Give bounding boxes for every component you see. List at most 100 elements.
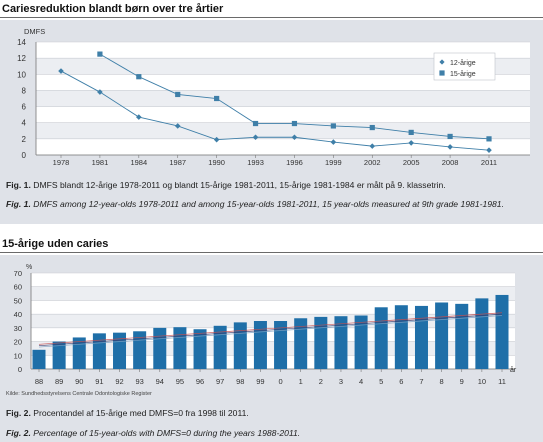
fig1-point-diamond: [58, 68, 64, 74]
fig1-point-diamond: [174, 123, 181, 129]
fig2-x-tick-label: 9: [460, 377, 464, 386]
fig2-grid-band: [31, 341, 515, 356]
fig2-x-tick-label: 88: [35, 377, 43, 386]
fig2-x-tick-label: 7: [419, 377, 423, 386]
fig1-point-square: [175, 91, 181, 98]
fig2-bar: [52, 341, 66, 369]
fig2-x-tick-label: 98: [236, 377, 244, 386]
fig2-x-tick-label: 11: [498, 377, 506, 386]
fig1-x-tick-label: 2008: [442, 158, 459, 167]
fig1-point-diamond: [97, 89, 103, 95]
fig1-point-diamond: [408, 140, 414, 146]
fig1-point-square: [291, 120, 298, 127]
fig2-x-tick-label: 3: [339, 377, 343, 386]
fig1-x-tick-label: 2011: [481, 158, 497, 167]
fig1-x-tick-label: 1978: [53, 158, 70, 167]
fig2-caption: Fig. 2. Procentandel af 15-årige med DMF…: [6, 408, 249, 418]
fig2-bar: [414, 305, 428, 369]
fig2-x-tick-label: 4: [359, 377, 363, 386]
fig2-y-axis-label: %: [26, 264, 32, 271]
fig2-x-tick-label: 10: [478, 377, 486, 386]
fig2-bar: [213, 325, 227, 369]
fig2-trend-line-1: [38, 312, 503, 345]
fig1-x-tick-label: 1981: [92, 158, 109, 167]
fig2-caption-text: Procentandel af 15-årige med DMFS=0 fra …: [33, 408, 249, 418]
fig2-y-tick-label: 20: [14, 338, 22, 347]
fig2-x-tick-label: 6: [399, 377, 403, 386]
fig1-title: Cariesreduktion blandt børn over tre årt…: [2, 3, 224, 15]
fig1-chart: 0 2 4 6 8 10 12 14 DMFS 1978 1981 1984 1987 1990 1993 1…: [17, 27, 530, 167]
fig1-x-tick-label: 1987: [169, 158, 186, 167]
fig1-caption-label: Fig. 1.: [6, 180, 31, 190]
fig1-caption-en-label: Fig. 1.: [6, 199, 31, 209]
fig1-point-square: [97, 51, 103, 57]
fig2-bar: [92, 333, 106, 369]
fig2-y-tick-label: 30: [14, 324, 22, 333]
fig1-point-diamond: [369, 143, 376, 149]
fig1-point-square: [214, 95, 220, 102]
fig2-y-tick-label: 0: [18, 365, 22, 374]
fig2-bar: [354, 315, 368, 369]
fig2-y-tick-label: 40: [14, 310, 22, 319]
fig2-x-tick-label: 94: [156, 377, 164, 386]
fig1-x-tick-label: 1990: [208, 158, 225, 167]
fig1-legend: 12-årige 15-årige: [433, 52, 496, 81]
fig2-x-tick-label: 2: [319, 377, 323, 386]
fig1-y-tick-label: 8: [22, 86, 27, 95]
fig1-legend-marker: [439, 59, 445, 65]
fig2-trend-line-3: [38, 315, 503, 348]
fig2-grid-band: [31, 286, 515, 301]
fig2-bar: [455, 303, 469, 369]
fig2-bar: [394, 305, 408, 369]
fig1-point-square: [408, 129, 414, 135]
fig2-bar: [334, 316, 348, 369]
fig1-point-diamond: [486, 147, 492, 153]
fig2-bar: [173, 327, 187, 369]
fig1-x-tick-label: 2005: [403, 158, 420, 167]
fig1-y-tick-label: 4: [22, 119, 27, 128]
fig2-bar: [233, 322, 247, 369]
fig2-caption-label: Fig. 2.: [6, 408, 31, 418]
fig1-legend-marker: [439, 70, 445, 76]
fig2-caption-en-text: Percentage of 15-year-olds with DMFS=0 d…: [33, 428, 301, 438]
fig1-y-axis-label: DMFS: [24, 27, 45, 36]
fig2-y-tick-label: 60: [14, 283, 22, 292]
fig1-caption: Fig. 1. DMFS blandt 12-årige 1978-2011 o…: [6, 180, 446, 190]
fig1-series-line-1: [60, 70, 490, 151]
fig1-point-square: [252, 120, 259, 127]
fig2-bar: [253, 321, 267, 369]
fig1-y-tick-label: 10: [17, 70, 26, 79]
fig1-top-rule: [0, 17, 543, 18]
fig1-legend-label: 15-årige: [450, 70, 476, 78]
fig1-point-diamond: [213, 136, 220, 143]
fig2-y-tick-label: 50: [14, 296, 22, 305]
fig2-x-tick-label: 99: [256, 377, 264, 386]
fig1-x-tick-label: 2002: [364, 158, 381, 167]
fig2-bar: [153, 327, 167, 369]
fig2-bar: [274, 321, 288, 369]
fig1-x-tick-label: 1984: [130, 158, 147, 167]
fig2-x-tick-label: 97: [216, 377, 224, 386]
fig2-bar: [495, 294, 509, 369]
fig2-x-tick-label: 93: [135, 377, 143, 386]
fig1-x-tick-label: 1993: [247, 158, 264, 167]
fig2-caption-en: Fig. 2. Percentage of 15-year-olds with …: [6, 428, 300, 438]
fig1-y-tick-label: 0: [22, 151, 27, 160]
fig1-legend-label: 12-årige: [450, 59, 476, 67]
fig1-point-diamond: [447, 144, 453, 150]
fig2-bar: [374, 307, 388, 369]
fig2-top-rule: [0, 252, 543, 253]
fig1-point-square: [330, 123, 336, 129]
fig2-x-tick-label: 5: [379, 377, 383, 386]
fig1-grid-band: [36, 58, 530, 75]
fig1-point-diamond: [291, 134, 298, 141]
fig2-bar: [32, 349, 46, 369]
fig2-grid-band: [31, 314, 515, 328]
fig2-x-tick-label: 92: [115, 377, 123, 386]
fig2-y-tick-label: 70: [14, 269, 22, 278]
fig2-x-tick-label: 91: [95, 377, 103, 386]
fig1-caption-en: Fig. 1. DMFS among 12-year-olds 1978-201…: [6, 199, 504, 209]
fig2-bar: [475, 298, 489, 369]
